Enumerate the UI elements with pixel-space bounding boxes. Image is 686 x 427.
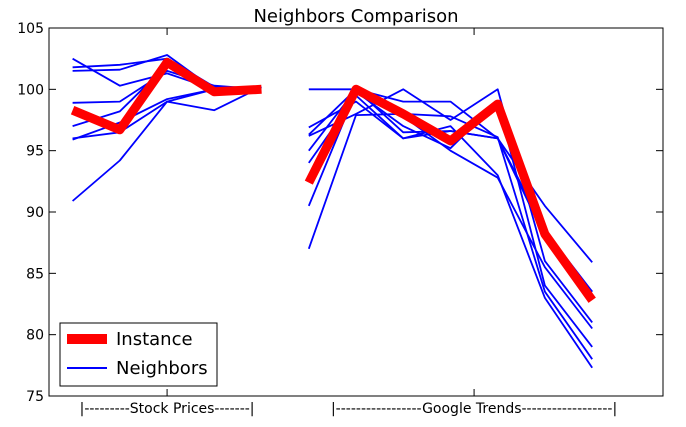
y-tick-label: 100 (17, 82, 44, 98)
y-tick-label: 75 (26, 389, 44, 405)
instance-line-group-2 (304, 84, 596, 303)
neighbor-line-3-group-2 (308, 88, 593, 323)
legend-instance-label: Instance (116, 329, 193, 350)
x-tick-label: |---------Stock Prices-------| (80, 401, 255, 417)
y-tick-label: 80 (26, 328, 44, 344)
y-tick-label: 85 (26, 266, 44, 282)
instance-lines (70, 57, 596, 303)
chart-title: Neighbors Comparison (253, 6, 458, 27)
neighbor-line-4-group-2 (307, 113, 593, 360)
axis-ticks: 75 80 85 90 95 100 105 |---------Stock Prices--… (17, 21, 663, 417)
legend-box (59, 322, 218, 387)
x-tick-label: |-----------------Google Trends---------… (331, 401, 617, 417)
y-tick-label: 105 (17, 21, 44, 37)
y-tick-label: 90 (26, 205, 44, 221)
neighbor-lines (72, 54, 593, 369)
legend: Instance Neighbors (59, 322, 218, 387)
legend-neighbor-label: Neighbors (116, 358, 208, 379)
y-tick-label: 95 (26, 144, 44, 160)
instance-line-group-1 (70, 57, 262, 135)
